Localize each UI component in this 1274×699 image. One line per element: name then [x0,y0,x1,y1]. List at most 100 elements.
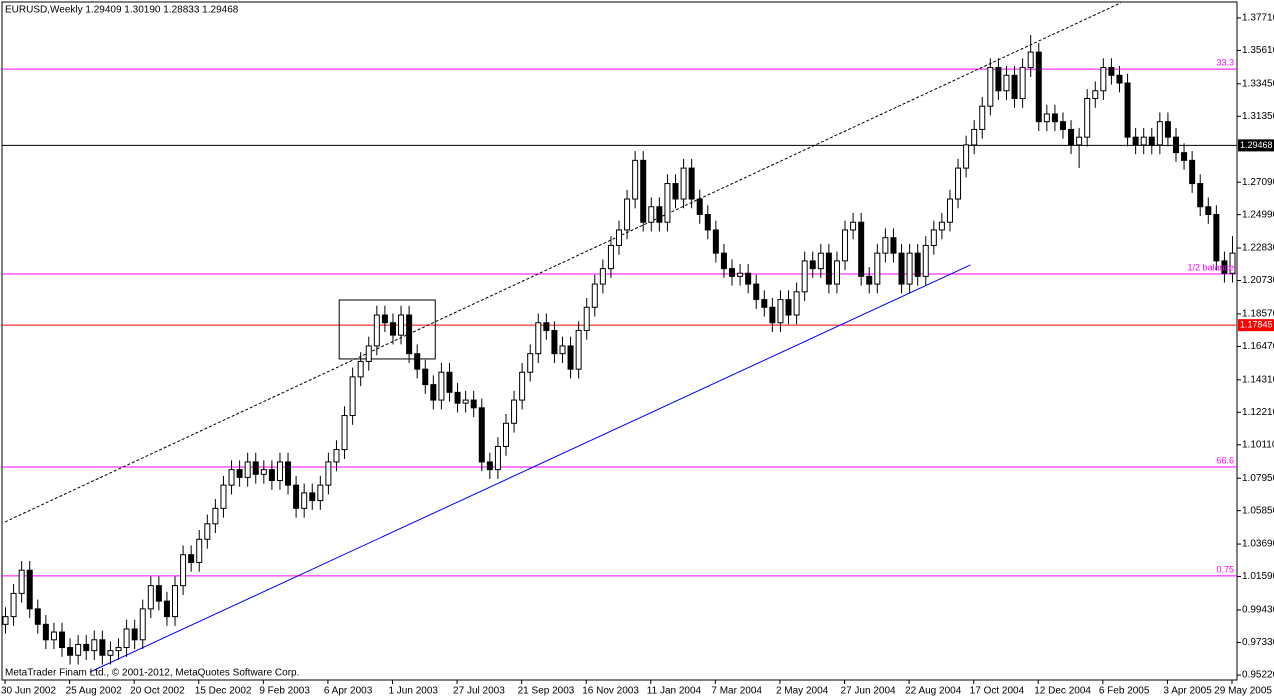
y-tick-label: 1.14310 [1242,374,1274,385]
candle-body [761,299,768,308]
candle-body [1181,152,1188,161]
x-tick-label: 25 Aug 2002 [66,686,123,697]
candle-body [729,268,736,277]
candle-body [341,415,348,451]
candle-body [898,252,905,285]
candle-body [389,322,396,336]
candle-body [882,237,889,254]
candle-body [67,647,74,656]
candle-body [18,569,25,594]
candle-body [688,167,695,200]
candle-body [777,299,784,324]
candle-body [1164,121,1171,138]
price-label-box [1238,139,1274,152]
candle-body [430,384,437,401]
candle-body [648,206,655,223]
candle-body [196,538,203,563]
plot-area [2,2,1237,673]
candle-body [34,608,41,625]
candle-body [252,461,259,475]
candle-body [1092,90,1099,100]
candle-body [809,260,816,270]
y-tick-label: 1.03690 [1242,539,1274,550]
x-tick-label: 6 Apr 2003 [324,686,373,697]
candle-body [664,183,671,223]
rectangle [338,299,436,360]
candle-body [1108,67,1115,76]
candle-body [147,585,154,610]
candle-body [99,639,106,656]
candle-body [640,159,647,223]
candle-body [1213,213,1220,262]
x-tick-label: 6 Feb 2005 [1099,686,1150,697]
candle-body [850,221,857,231]
x-tick-label: 29 May 2005 [1214,686,1272,697]
candle-body [236,469,243,478]
candle-body [656,206,663,223]
candle-body [1229,252,1236,274]
candle-body [906,252,913,285]
level-label: 1/2 balance [1187,262,1234,272]
candle-body [349,376,356,417]
candle-body [599,268,606,285]
candle-body [1124,82,1131,138]
candle-body [1140,136,1147,146]
candle-body [244,461,251,478]
y-tick-label: 1.24990 [1242,209,1274,220]
candle-body [10,592,17,618]
level-label: 0.75 [1216,564,1234,574]
candle-body [309,492,316,502]
candle-body [1027,51,1034,69]
candle-body [228,469,235,486]
candle-body [365,345,372,362]
candle-body [268,469,275,481]
candle-body [527,353,534,373]
y-tick-label: 1.20730 [1242,275,1274,286]
candle-body [696,198,703,215]
candle-body [1076,136,1083,146]
y-tick-label: 0.95220 [1242,670,1274,681]
y-tick-label: 1.16470 [1242,341,1274,352]
candle-body [833,260,840,285]
candle-body [478,407,485,463]
candle-body [793,291,800,316]
candle-body [50,631,57,641]
y-tick-label: 1.10110 [1242,439,1274,450]
price-label: 1.17845 [1240,320,1273,330]
candle-body [930,229,937,246]
candle-body [462,399,469,404]
candle-body [470,399,477,409]
candle-body [866,275,873,285]
x-tick-label: 22 Aug 2004 [905,686,962,697]
level-label: 66.6 [1216,455,1234,465]
candle-body [624,198,631,231]
candle-body [785,299,792,316]
y-tick-label: 1.18570 [1242,309,1274,320]
candle-body [559,345,566,355]
candle-body [172,585,179,618]
plot-frame [1,1,1238,681]
candle-body [543,322,550,331]
candle-body [317,484,324,502]
candle-body [1205,206,1212,215]
candle-body [825,252,832,285]
candle-body [616,229,622,246]
candle-body [1116,74,1123,84]
candle-body [502,422,509,447]
candle-body [155,585,162,602]
candle-body [276,461,283,481]
x-tick-label: 27 Jul 2003 [453,686,505,697]
candle-body [220,484,227,509]
candle-body [1059,121,1066,130]
candle-body [188,554,195,563]
trendline [4,2,1121,523]
y-tick-label: 1.12210 [1242,407,1274,418]
candle-body [575,329,582,370]
candle-body [180,554,187,587]
y-tick-label: 1.07950 [1242,473,1274,484]
candle-body [1189,159,1196,185]
candle-body [1011,74,1018,100]
candle-body [737,272,744,277]
candle-body [914,252,921,277]
